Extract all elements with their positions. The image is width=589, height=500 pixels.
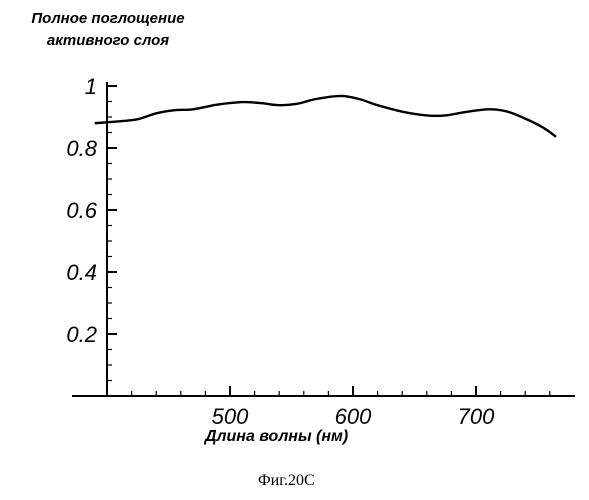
y-tick-label: 0.4 [66,260,97,285]
y-tick-label: 0.8 [66,136,97,161]
y-tick-label: 0.2 [66,322,97,347]
y-tick-label: 0.6 [66,198,97,223]
absorption-curve [95,96,556,137]
x-tick-label: 500 [212,404,249,429]
x-axis-label: Длина волны (нм) [205,428,348,446]
y-tick-label: 1 [85,74,97,99]
figure-caption: Фиг.20C [258,472,315,490]
x-tick-label: 700 [458,404,495,429]
x-tick-label: 600 [335,404,372,429]
